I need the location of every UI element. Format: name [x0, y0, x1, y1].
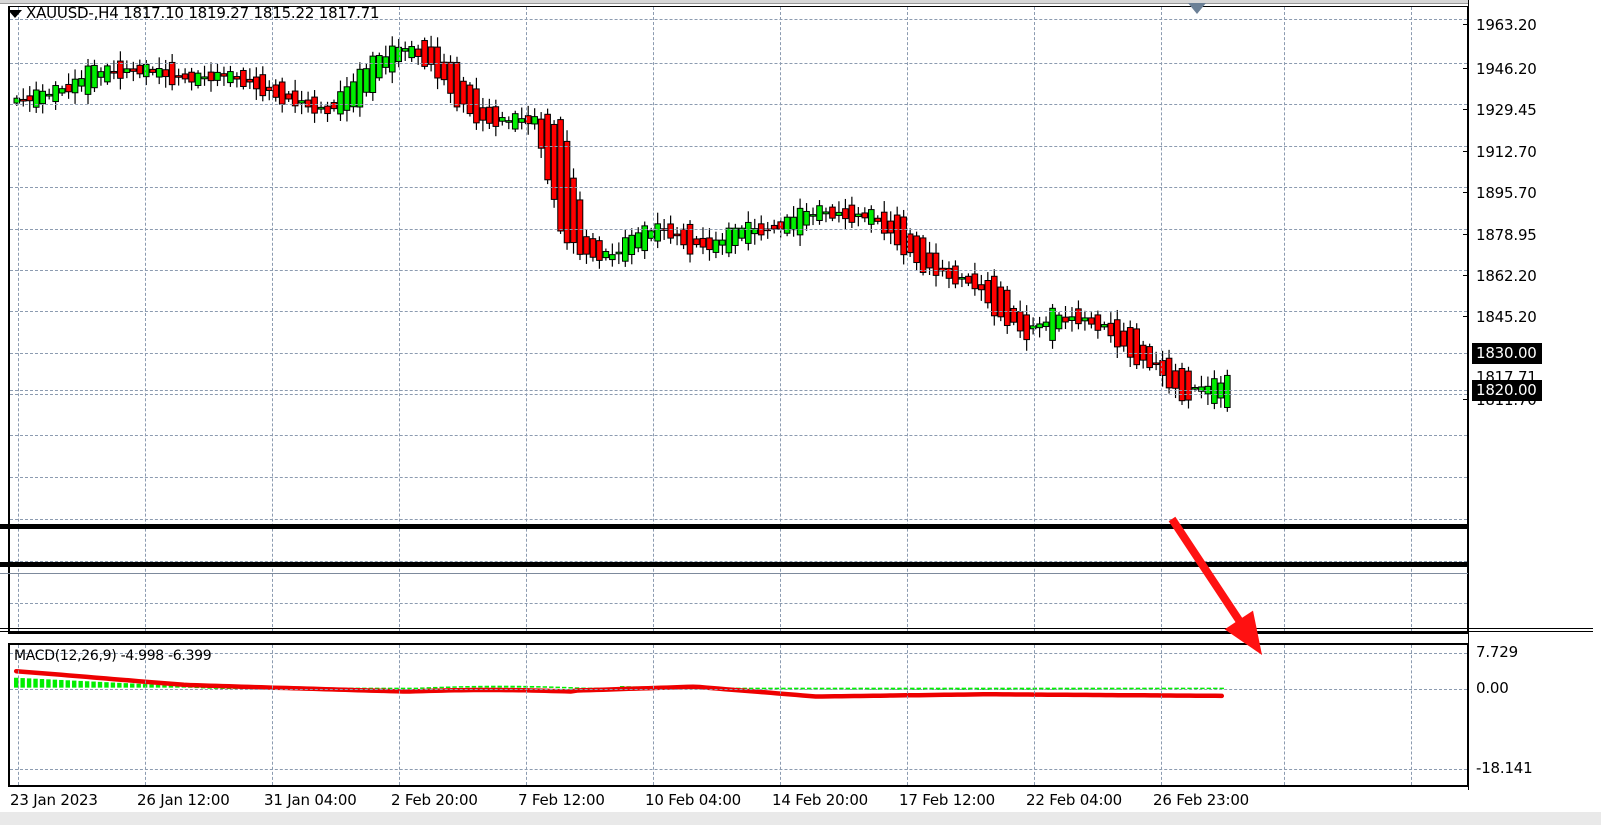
time-gridline: [18, 7, 19, 632]
macd-time-gridline: [1411, 645, 1412, 785]
price-pane[interactable]: [8, 6, 1468, 634]
macd-time-gridline: [18, 645, 19, 785]
macd-time-gridline: [780, 645, 781, 785]
time-gridline: [526, 7, 527, 632]
price-gridline: [10, 394, 1467, 395]
macd-pane[interactable]: MACD(12,26,9) -4.998 -6.399: [8, 643, 1468, 786]
price-gridline: [10, 519, 1467, 520]
price-gridline: [10, 104, 1467, 105]
date-axis-label: 23 Jan 2023: [10, 791, 98, 809]
time-gridline: [1284, 7, 1285, 632]
date-axis-label: 17 Feb 12:00: [899, 791, 996, 809]
price-gridline: [10, 19, 1467, 20]
price-axis-tick: [1463, 68, 1469, 69]
price-axis-label: 1946.20: [1476, 60, 1537, 78]
date-axis-label: 10 Feb 04:00: [645, 791, 742, 809]
macd-axis-label: 7.729: [1476, 643, 1518, 661]
time-gridline: [780, 7, 781, 632]
symbol-ohlc-header: XAUUSD-,H4 1817.10 1819.27 1815.22 1817.…: [26, 4, 380, 22]
macd-time-gridline: [272, 645, 273, 785]
date-axis-label: 26 Jan 12:00: [137, 791, 230, 809]
time-gridline: [907, 7, 908, 632]
price-axis-tick: [1463, 192, 1469, 193]
macd-time-gridline: [907, 645, 908, 785]
price-axis-label: 1878.95: [1476, 226, 1537, 244]
price-gridline: [10, 390, 1467, 391]
window-top-divider: [0, 3, 1601, 4]
bearish-arrow[interactable]: [1150, 500, 1350, 680]
time-gridline: [399, 7, 400, 632]
time-gridline: [272, 7, 273, 632]
macd-time-gridline: [653, 645, 654, 785]
time-gridline: [653, 7, 654, 632]
time-gridline: [1034, 7, 1035, 632]
triangle-down-icon[interactable]: [8, 10, 22, 18]
macd-time-gridline: [399, 645, 400, 785]
price-gridline: [10, 187, 1467, 188]
level-line-1830[interactable]: [0, 524, 1593, 529]
price-gridline: [10, 270, 1467, 271]
price-gridline: [10, 63, 1467, 64]
price-axis-tick: [1463, 275, 1469, 276]
macd-indicator-label: MACD(12,26,9) -4.998 -6.399: [14, 648, 212, 664]
macd-gridline: [10, 653, 1467, 654]
date-axis-label: 7 Feb 12:00: [518, 791, 605, 809]
date-axis-label: 26 Feb 23:00: [1153, 791, 1250, 809]
price-axis-label: 1912.70: [1476, 143, 1537, 161]
date-axis-label: 14 Feb 20:00: [772, 791, 869, 809]
price-axis-divider: [1468, 0, 1469, 790]
time-gridline: [1161, 7, 1162, 632]
date-axis-label: 31 Jan 04:00: [264, 791, 357, 809]
macd-time-gridline: [145, 645, 146, 785]
price-level-badge[interactable]: 1830.00: [1472, 343, 1542, 364]
price-axis-label: 1845.20: [1476, 308, 1537, 326]
macd-time-gridline: [1161, 645, 1162, 785]
pane-separator-lines: [0, 628, 1593, 632]
price-gridline: [10, 353, 1467, 354]
price-axis-tick: [1463, 399, 1469, 400]
price-axis-tick: [1463, 151, 1469, 152]
date-axis-label: 2 Feb 20:00: [391, 791, 478, 809]
triangle-down-marker-icon: [1188, 3, 1206, 14]
price-gridline: [10, 603, 1467, 604]
macd-axis-label: -18.141: [1476, 759, 1533, 777]
macd-time-gridline: [526, 645, 527, 785]
macd-gridline: [10, 769, 1467, 770]
price-level-badge[interactable]: 1820.00: [1472, 380, 1542, 401]
level-line-1820[interactable]: [0, 562, 1593, 567]
price-gridline: [10, 229, 1467, 230]
price-axis-tick: [1463, 234, 1469, 235]
macd-time-gridline: [1284, 645, 1285, 785]
price-axis-tick: [1463, 316, 1469, 317]
window-top-bar: [0, 0, 1601, 4]
price-axis-tick: [1463, 109, 1469, 110]
price-axis-label: 1929.45: [1476, 101, 1537, 119]
date-axis-label: 22 Feb 04:00: [1026, 791, 1123, 809]
current-price-line: [0, 573, 1593, 574]
chart-plot-area[interactable]: MACD(12,26,9) -4.998 -6.399: [8, 6, 1468, 786]
price-gridline: [10, 311, 1467, 312]
price-gridline: [10, 561, 1467, 562]
price-axis-label: 1963.20: [1476, 16, 1537, 34]
price-gridline: [10, 435, 1467, 436]
price-axis-label: 1862.20: [1476, 267, 1537, 285]
price-gridline: [10, 146, 1467, 147]
date-axis-line: [8, 786, 1468, 787]
time-gridline: [145, 7, 146, 632]
price-axis-label: 1895.70: [1476, 184, 1537, 202]
price-gridline: [10, 477, 1467, 478]
time-gridline: [1411, 7, 1412, 632]
candlestick-series: [13, 35, 1231, 412]
macd-gridline: [10, 689, 1467, 690]
macd-axis-label: 0.00: [1476, 679, 1509, 697]
macd-time-gridline: [1034, 645, 1035, 785]
window-bottom-bar: [0, 812, 1601, 825]
price-axis[interactable]: 1963.20 1946.20 1929.45 1912.70 1895.70 1878.…: [1463, 0, 1601, 800]
price-axis-tick: [1463, 24, 1469, 25]
